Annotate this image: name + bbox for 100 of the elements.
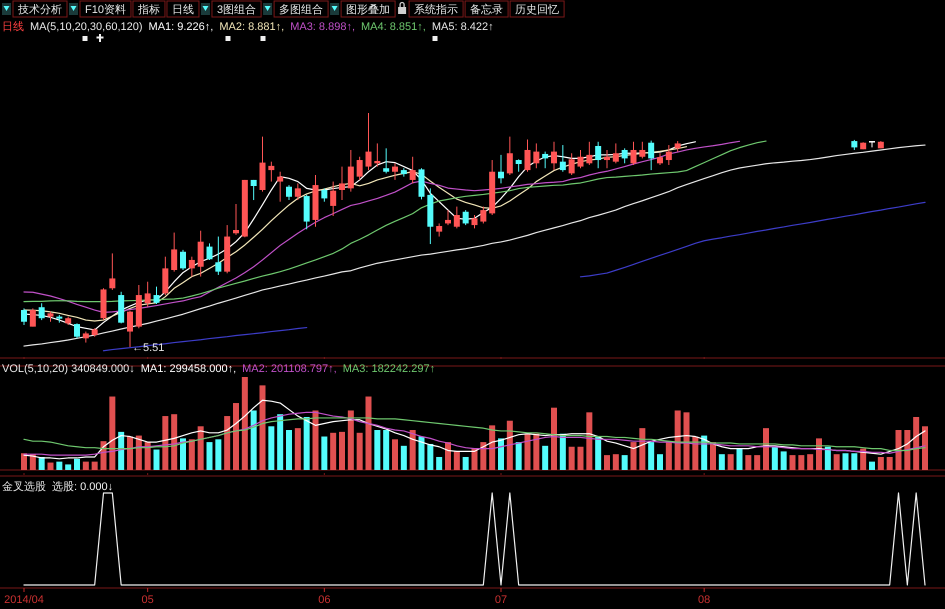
x-tick-label: 06 [318,594,330,606]
bar [498,438,504,470]
candlestick [630,141,636,166]
candlestick [268,161,274,182]
bar [578,446,584,470]
text: F10资料 [85,3,126,16]
text: MA3: 8.898↑, [290,21,356,33]
candlestick [480,206,486,224]
candlestick [109,252,116,290]
bar [21,453,27,470]
candlestick [595,141,602,169]
bar [904,430,910,470]
text: 指标 [136,4,160,16]
candlestick [674,140,681,152]
bar [339,432,345,470]
bar [710,442,716,470]
bar [842,453,848,470]
bar [922,426,928,470]
candlestick [436,222,442,238]
bar [410,430,416,470]
bar [878,456,884,470]
bar [622,455,628,470]
bar [242,377,248,470]
bar [612,454,619,470]
text: 系统指示 [414,3,458,16]
bar [74,458,80,470]
text: MA4: 8.851↑, [361,21,426,33]
bar [312,410,318,470]
bar [294,428,301,470]
candlestick [127,310,133,348]
candlestick [286,184,292,201]
candlestick [38,302,45,321]
candlestick [578,149,584,169]
candlestick [639,141,646,159]
candlestick [498,154,504,184]
bar [462,456,469,470]
candlestick [612,142,619,164]
bar [348,410,354,470]
bar [807,454,814,470]
text: MA5: 8.422↑ [432,21,494,33]
candlestick [586,141,592,166]
bar [188,439,195,470]
bar [542,446,548,470]
legend-title: MA(5,10,20,30,60,120) [30,21,143,33]
bar [286,430,292,470]
bar [639,428,646,470]
candlestick [180,249,186,271]
text: MA1: 299458.000↑, [140,363,236,375]
bar [198,426,204,470]
candlestick [462,210,469,226]
x-tick-label: 08 [698,594,710,606]
bar [524,434,530,470]
bar [321,436,328,470]
candlestick [516,158,522,172]
bar [427,444,434,470]
bar [763,428,769,470]
bar [736,448,742,470]
bar [604,455,610,470]
bar [277,414,284,470]
text: MA2: 8.881↑, [219,21,284,33]
bar [568,446,575,470]
bar [798,455,804,470]
bar [224,416,230,470]
candlestick [294,182,301,201]
candlestick [524,138,530,172]
bar [913,416,920,470]
text: 图形叠加 [346,3,390,16]
candlestick [604,149,610,169]
candlestick [215,236,222,276]
annotation: ←5.51 [132,342,164,354]
text: 3图组合 [216,3,256,16]
bar [171,414,178,470]
bar [250,410,257,470]
bar [383,430,390,470]
bar [551,408,557,470]
text: 备忘录 [470,3,504,16]
bar [630,442,636,470]
candlestick [250,179,257,201]
bar [144,442,151,470]
bar [445,442,451,470]
bar [38,456,45,470]
candlestick [171,232,178,272]
candlestick [506,136,513,176]
chart-title: 日线 [2,20,24,33]
candlestick [542,151,548,169]
candlestick [321,188,328,202]
bar [754,455,760,470]
candlestick [568,152,575,176]
bar [268,426,274,470]
candlestick [188,256,195,278]
candlestick [657,152,663,166]
candlestick [330,181,336,216]
bar [860,448,866,470]
candlestick [348,149,354,192]
bar [180,438,186,470]
candlestick [622,148,628,164]
candlestick [560,144,566,172]
candlestick [410,156,416,184]
bar [772,446,778,470]
bar [595,436,602,470]
